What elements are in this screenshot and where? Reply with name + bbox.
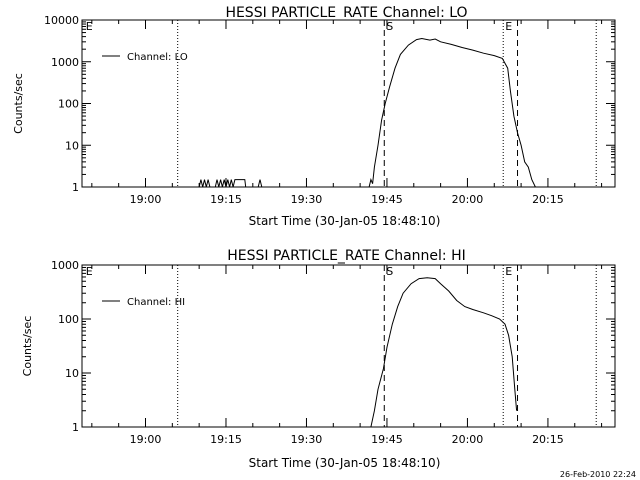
- x-tick-label: 20:00: [452, 193, 484, 206]
- marker-label: E: [86, 20, 93, 33]
- x-tick-label: 19:15: [210, 193, 242, 206]
- y-axis-label: Counts/sec: [21, 316, 34, 377]
- x-axis-label: Start Time (30-Jan-05 18:48:10): [249, 456, 441, 470]
- y-tick-label: 100: [58, 313, 79, 326]
- x-tick-label: 19:30: [291, 193, 323, 206]
- chart-title: HESSI PARTICLE_RATE Channel: LO: [225, 5, 467, 21]
- marker-label: E: [505, 265, 512, 278]
- timestamp-label: 26-Feb-2010 22:24: [560, 470, 636, 479]
- x-tick-label: 19:30: [291, 433, 323, 446]
- chart-title: HESSI PARTICLE_RATE Channel: HI: [227, 248, 465, 264]
- panel-channel-lo: HESSI PARTICLE_RATE Channel: LO Counts/se…: [12, 5, 616, 228]
- marker-label: E: [505, 20, 512, 33]
- panel-channel-hi: HESSI PARTICLE_RATE Channel: HI Counts/se…: [21, 248, 616, 470]
- legend-label: Channel: HI: [127, 297, 185, 308]
- y-tick-label: 100: [58, 98, 79, 111]
- y-axis-label: Counts/sec: [12, 73, 25, 134]
- x-tick-label: 19:45: [371, 433, 403, 446]
- y-tick-label: 1000: [51, 259, 79, 272]
- series-line: [198, 37, 536, 188]
- x-tick-label: 19:00: [130, 193, 162, 206]
- y-tick-label: 10000: [44, 14, 79, 27]
- y-tick-label: 10: [65, 139, 79, 152]
- x-tick-label: 19:00: [130, 433, 162, 446]
- y-tick-label: 10: [65, 367, 79, 380]
- y-tick-label: 1000: [51, 56, 79, 69]
- marker-label: S: [386, 20, 393, 33]
- plot-frame: [81, 19, 616, 188]
- y-tick-label: 1: [72, 181, 79, 194]
- marker-label: E: [86, 265, 93, 278]
- x-tick-label: 19:45: [371, 193, 403, 206]
- plot-frame: [81, 264, 616, 428]
- series-line: [370, 277, 518, 428]
- x-tick-label: 20:15: [532, 193, 564, 206]
- y-tick-label: 1: [72, 421, 79, 434]
- legend-label: Channel: LO: [127, 52, 188, 63]
- x-tick-label: 20:00: [452, 433, 484, 446]
- x-tick-label: 20:15: [532, 433, 564, 446]
- x-axis-label: Start Time (30-Jan-05 18:48:10): [249, 214, 441, 228]
- marker-label: S: [386, 265, 393, 278]
- x-tick-label: 19:15: [210, 433, 242, 446]
